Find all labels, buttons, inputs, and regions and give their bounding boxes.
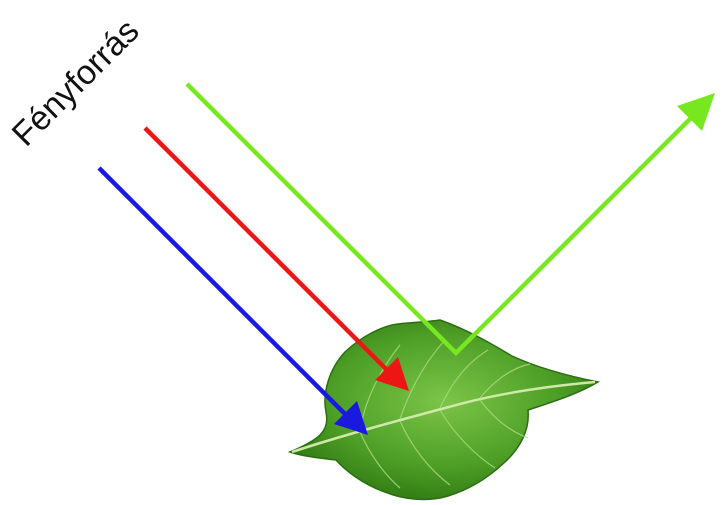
green-ray-path bbox=[185, 82, 704, 357]
blue-ray-arrowhead bbox=[334, 401, 368, 435]
blue-ray-shaft bbox=[97, 166, 350, 419]
red-light-ray bbox=[143, 126, 409, 391]
leaf-icon bbox=[287, 319, 601, 501]
green-ray-arrowhead bbox=[677, 93, 715, 131]
light-source-label: Fényforrás bbox=[5, 12, 147, 154]
green-light-ray bbox=[185, 82, 715, 357]
red-ray-shaft bbox=[143, 126, 392, 375]
red-ray-arrowhead bbox=[375, 357, 409, 391]
blue-light-ray bbox=[97, 166, 368, 435]
leaf-midrib bbox=[291, 380, 596, 454]
leaf-blade bbox=[287, 319, 601, 501]
